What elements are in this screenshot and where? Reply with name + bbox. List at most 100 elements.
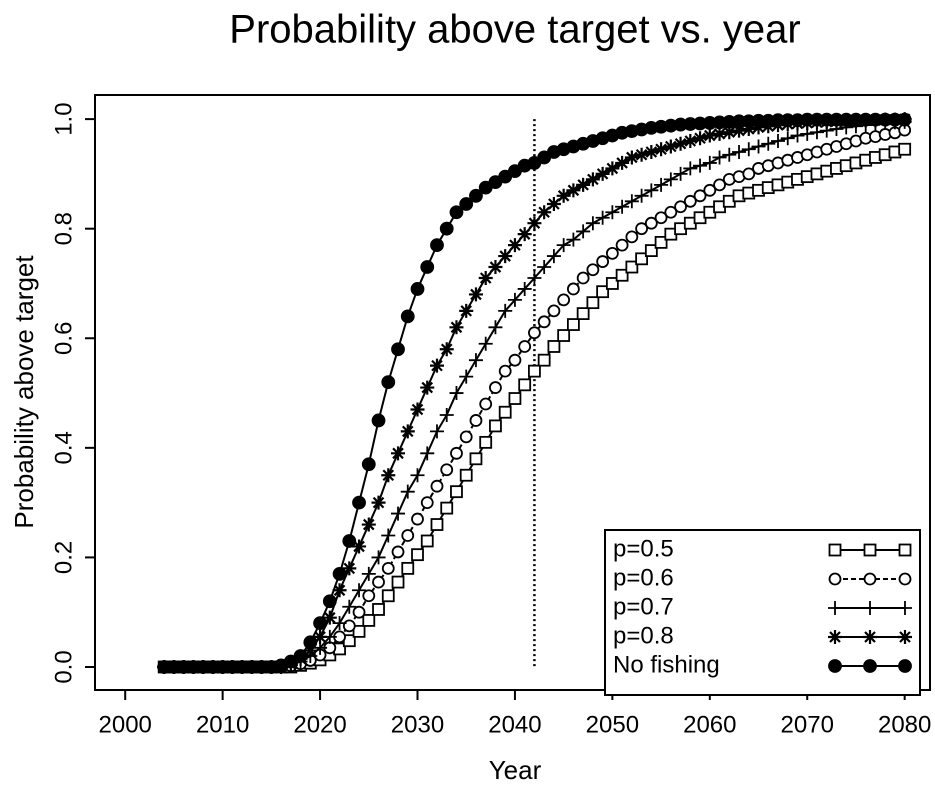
marker	[391, 446, 406, 461]
marker	[440, 501, 454, 515]
marker	[498, 303, 513, 318]
marker	[488, 260, 503, 275]
marker	[576, 271, 590, 285]
legend-marker	[898, 659, 912, 673]
marker	[625, 260, 639, 274]
marker	[459, 197, 474, 211]
marker	[761, 136, 776, 151]
marker	[332, 583, 347, 598]
marker	[537, 260, 552, 275]
x-axis-label: Year	[489, 755, 542, 785]
marker	[478, 270, 493, 285]
marker	[673, 166, 688, 181]
marker	[528, 364, 541, 378]
marker	[557, 293, 571, 307]
marker	[518, 340, 532, 353]
marker	[371, 495, 386, 510]
marker	[361, 566, 376, 581]
marker	[615, 155, 630, 170]
marker	[498, 405, 512, 419]
marker	[644, 144, 659, 159]
marker	[322, 594, 337, 609]
legend-marker	[828, 659, 842, 673]
marker	[391, 506, 406, 521]
marker	[585, 216, 600, 231]
y-tick-label: 0.0	[50, 650, 77, 683]
y-tick-label: 0.8	[50, 212, 77, 245]
marker	[303, 643, 318, 658]
marker	[644, 244, 658, 257]
marker	[566, 232, 581, 247]
marker	[479, 435, 493, 449]
marker	[352, 624, 366, 638]
marker	[508, 353, 522, 367]
marker	[313, 616, 327, 631]
marker	[361, 457, 376, 472]
marker	[429, 424, 444, 439]
marker	[576, 224, 591, 239]
marker	[634, 147, 649, 162]
marker	[556, 188, 571, 203]
marker	[771, 134, 786, 149]
marker	[411, 548, 424, 562]
marker	[566, 318, 580, 331]
marker	[586, 263, 600, 277]
marker	[372, 603, 385, 616]
marker	[459, 468, 473, 482]
marker	[595, 210, 610, 225]
legend-marker	[828, 543, 842, 557]
marker	[468, 353, 483, 368]
marker	[751, 139, 766, 154]
marker	[508, 392, 522, 405]
marker	[342, 561, 357, 576]
marker	[663, 139, 678, 154]
marker	[732, 144, 747, 159]
marker	[615, 199, 630, 214]
marker	[400, 484, 415, 499]
y-tick-label: 0.4	[50, 431, 77, 464]
legend-marker	[863, 630, 877, 644]
marker	[449, 320, 464, 335]
marker	[615, 238, 629, 252]
marker	[634, 188, 649, 203]
marker	[576, 307, 590, 321]
marker	[537, 205, 552, 220]
marker	[449, 205, 464, 220]
marker	[342, 619, 356, 633]
marker	[693, 158, 708, 173]
marker	[410, 402, 425, 417]
marker	[674, 200, 687, 214]
x-tick-label: 2020	[293, 711, 346, 738]
legend-marker	[863, 543, 877, 557]
marker	[439, 342, 454, 357]
marker	[566, 183, 581, 198]
marker	[644, 183, 659, 198]
marker	[595, 166, 610, 181]
marker	[401, 529, 415, 542]
marker	[576, 177, 591, 192]
marker	[702, 155, 717, 170]
legend-marker	[898, 630, 912, 644]
marker	[586, 296, 600, 310]
marker	[635, 222, 648, 236]
marker	[391, 575, 405, 589]
marker	[683, 161, 698, 176]
marker	[518, 378, 532, 392]
marker	[547, 304, 561, 318]
marker	[897, 112, 912, 127]
legend-marker	[898, 601, 912, 615]
marker	[401, 561, 415, 575]
marker	[517, 281, 532, 296]
marker	[450, 485, 463, 499]
marker	[391, 545, 405, 559]
marker	[605, 246, 619, 260]
marker	[673, 136, 688, 151]
marker	[361, 517, 376, 532]
marker	[420, 534, 434, 548]
marker	[303, 635, 318, 650]
y-tick-label: 1.0	[50, 102, 77, 135]
marker	[479, 397, 493, 411]
y-tick-label: 0.2	[50, 541, 77, 574]
marker	[654, 235, 668, 249]
marker	[322, 610, 337, 625]
